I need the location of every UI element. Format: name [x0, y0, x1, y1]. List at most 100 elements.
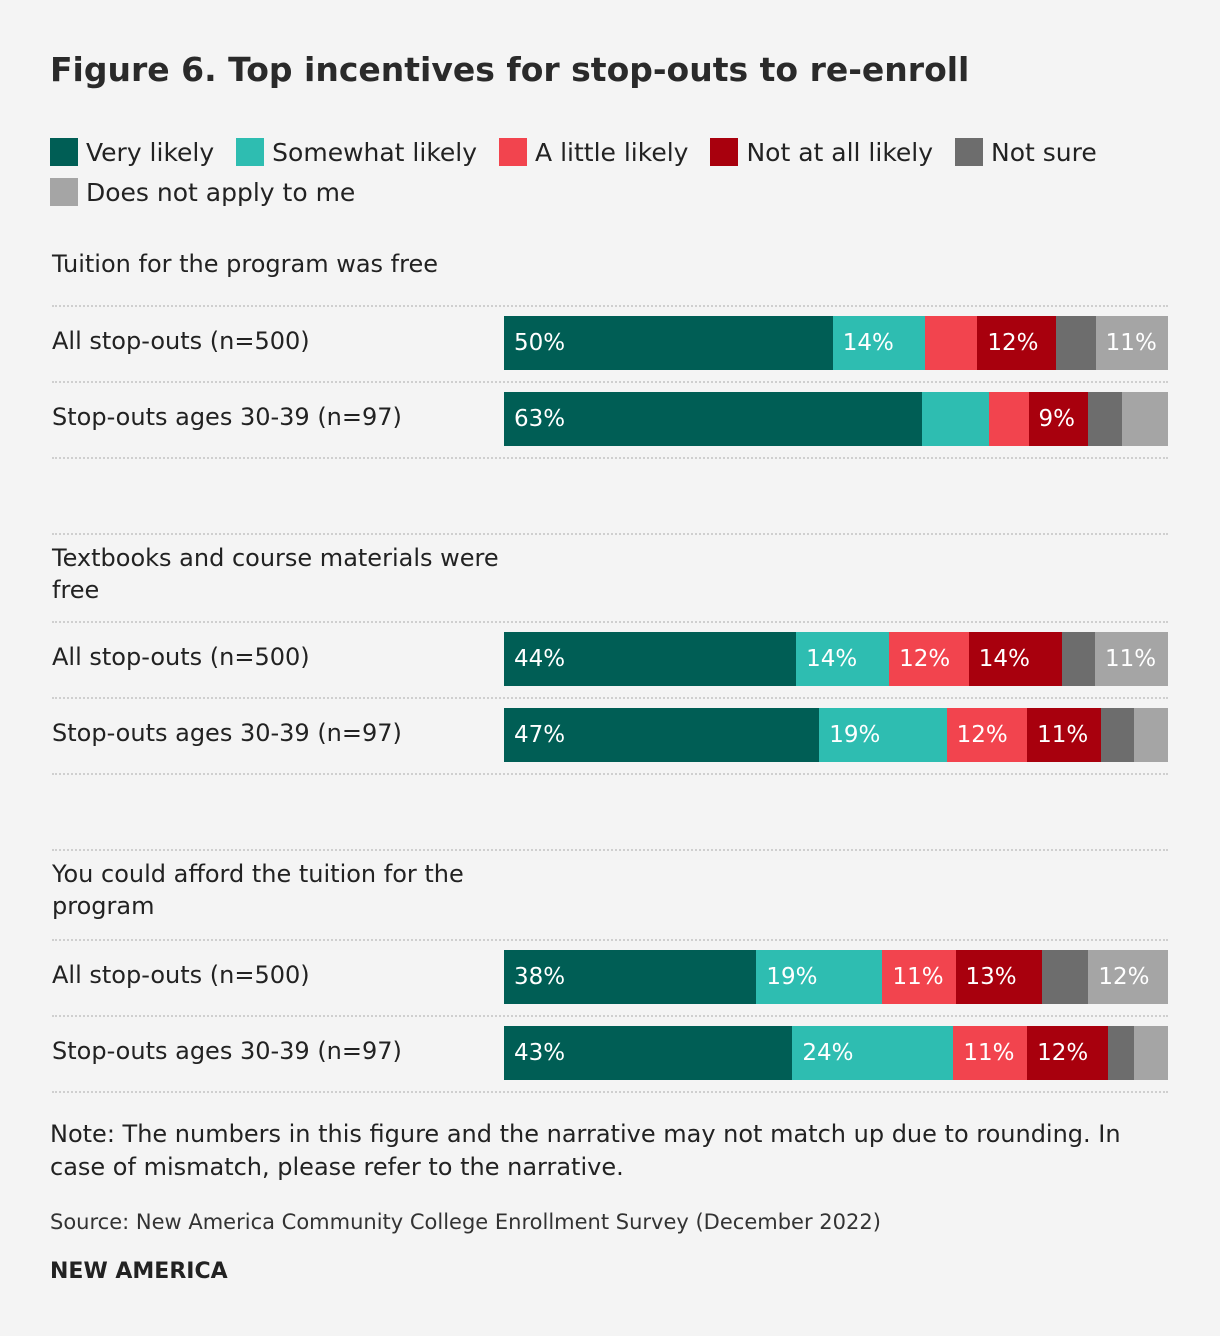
category-label: All stop-outs (n=500) — [52, 643, 310, 671]
divider — [52, 849, 1168, 851]
divider — [52, 621, 1168, 623]
category-label: Stop-outs ages 30-39 (n=97) — [52, 403, 402, 431]
legend-item: A little likely — [499, 136, 688, 168]
value-label: 47% — [514, 722, 566, 748]
group-label: Tuition for the program was free — [52, 250, 439, 278]
source: Source: New America Community College En… — [50, 1210, 881, 1234]
value-label: 11% — [1105, 330, 1157, 356]
bar-segment: 47% — [504, 708, 820, 762]
value-label: 19% — [766, 964, 818, 990]
divider — [52, 1091, 1168, 1093]
value-label: 14% — [842, 330, 894, 356]
divider — [52, 533, 1168, 535]
value-label: 50% — [514, 330, 566, 356]
bar-segment: 9% — [1028, 392, 1089, 446]
legend-swatch — [710, 138, 739, 166]
bar-segment: 11% — [953, 1026, 1028, 1080]
legend-item: Very likely — [50, 136, 214, 168]
bar-segment — [1121, 392, 1168, 446]
bar-segment: 63% — [504, 392, 923, 446]
bar-segment — [1100, 708, 1135, 762]
bar-segment — [1041, 950, 1089, 1004]
divider — [52, 305, 1168, 307]
bar-segment: 24% — [792, 1026, 954, 1080]
bar-segment — [924, 316, 978, 370]
category-label: All stop-outs (n=500) — [52, 961, 310, 989]
value-label: 12% — [987, 330, 1039, 356]
category-label: Stop-outs ages 30-39 (n=97) — [52, 1037, 402, 1065]
value-label: 11% — [1037, 722, 1089, 748]
value-label: 12% — [899, 646, 951, 672]
bar-segment: 14% — [832, 316, 925, 370]
bar-segment: 11% — [1027, 708, 1101, 762]
legend-label: Does not apply to me — [86, 177, 356, 207]
bar-segment: 12% — [977, 316, 1057, 370]
bar-segment: 12% — [1088, 950, 1168, 1004]
bar-segment: 11% — [882, 950, 956, 1004]
bar-segment: 12% — [1027, 1026, 1108, 1080]
value-label: 14% — [806, 646, 858, 672]
legend-label: A little likely — [535, 137, 689, 167]
legend-label: Very likely — [86, 137, 215, 167]
bar-segment — [988, 392, 1029, 446]
legend-item: Does not apply to me — [50, 176, 355, 208]
value-label: 11% — [1104, 646, 1157, 672]
group-label: Textbooks and course materials were free — [52, 544, 499, 604]
bar-segment — [1107, 1026, 1135, 1080]
legend-swatch — [236, 138, 265, 166]
legend-label: Not sure — [991, 137, 1097, 167]
divider — [52, 773, 1168, 775]
value-label: 44% — [514, 646, 566, 672]
legend-item: Not at all likely — [710, 136, 933, 168]
bar-segment — [1134, 708, 1168, 762]
value-label: 12% — [1098, 964, 1150, 990]
bar-segment: 11% — [1095, 316, 1168, 370]
bar-segment — [1088, 392, 1122, 446]
divider — [52, 697, 1168, 699]
bar-segment: 14% — [796, 632, 890, 686]
bar-segment — [1061, 632, 1095, 686]
value-label: 11% — [963, 1040, 1015, 1066]
legend-label: Not at all likely — [746, 137, 934, 167]
divider — [52, 939, 1168, 941]
bar-segment: 13% — [955, 950, 1042, 1004]
brand: NEW AMERICA — [50, 1259, 228, 1284]
divider — [52, 457, 1168, 459]
legend-swatch — [499, 138, 528, 166]
category-label: All stop-outs (n=500) — [52, 327, 310, 355]
bar-segment: 38% — [504, 950, 757, 1004]
note: Note: The numbers in this figure and the… — [50, 1120, 1121, 1181]
bar-segment — [1134, 1026, 1168, 1080]
bar-segment: 11% — [1094, 632, 1168, 686]
value-label: 24% — [802, 1040, 854, 1066]
value-label: 12% — [956, 722, 1008, 748]
legend: Very likely Somewhat likely A little likel… — [50, 136, 1130, 208]
bar-segment: 12% — [889, 632, 969, 686]
bar-segment — [1056, 316, 1096, 370]
bar-segment: 43% — [504, 1026, 793, 1080]
legend-swatch — [50, 178, 78, 206]
value-label: 43% — [514, 1040, 566, 1066]
bar-segment: 14% — [968, 632, 1062, 686]
chart-title: Figure 6. Top incentives for stop-outs t… — [50, 50, 970, 89]
legend-swatch — [50, 138, 78, 166]
group-label: You could afford the tuition for the pro… — [52, 860, 464, 920]
legend-swatch — [955, 138, 984, 166]
divider — [52, 1015, 1168, 1017]
bar-segment: 12% — [946, 708, 1028, 762]
value-label: 9% — [1038, 406, 1076, 432]
value-label: 14% — [978, 646, 1030, 672]
bar-segment: 44% — [504, 632, 797, 686]
value-label: 38% — [514, 964, 566, 990]
legend-label: Somewhat likely — [272, 137, 478, 167]
value-label: 63% — [514, 406, 566, 432]
value-label: 11% — [892, 964, 944, 990]
legend-item: Not sure — [955, 136, 1097, 168]
category-label: Stop-outs ages 30-39 (n=97) — [52, 719, 402, 747]
value-label: 19% — [829, 722, 881, 748]
bar-segment — [922, 392, 989, 446]
divider — [52, 381, 1168, 383]
value-label: 13% — [965, 964, 1017, 990]
bar-segment: 50% — [504, 316, 833, 370]
